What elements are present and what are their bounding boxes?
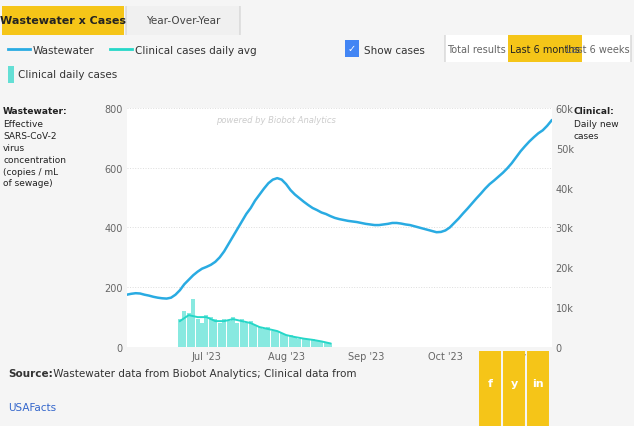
Bar [328,343,332,347]
Bar [297,339,301,347]
FancyBboxPatch shape [126,0,240,92]
Text: y: y [510,378,517,388]
Bar [200,323,204,347]
Text: Total results: Total results [446,44,505,55]
Text: Effective
SARS-CoV-2
virus
concentration
(copies / mL
of sewage): Effective SARS-CoV-2 virus concentration… [3,120,66,188]
Bar [187,314,191,347]
Bar [280,333,283,347]
Bar [231,317,235,347]
Text: Wastewater:: Wastewater: [3,106,68,115]
FancyBboxPatch shape [527,289,549,426]
Bar [302,338,306,347]
FancyBboxPatch shape [479,289,501,426]
Bar [306,339,310,347]
Text: Clinical daily cases: Clinical daily cases [18,70,117,80]
Text: Wastewater x Cases: Wastewater x Cases [0,16,126,26]
Bar [288,335,292,347]
Bar [345,41,359,58]
Bar [226,321,231,347]
Bar [249,321,253,347]
Bar [178,320,182,347]
Text: ✓: ✓ [348,44,356,54]
Text: Show cases: Show cases [364,46,425,56]
Bar [204,315,209,347]
Bar [209,317,213,347]
Bar [257,327,262,347]
Bar [183,311,186,347]
Bar [196,320,200,347]
Text: f: f [488,378,493,388]
Bar [262,329,266,347]
Bar [266,327,270,347]
Bar [244,323,249,347]
Bar [240,320,244,347]
Text: Last 6 months: Last 6 months [510,44,580,55]
Text: Daily new
cases: Daily new cases [574,120,618,141]
FancyBboxPatch shape [508,14,582,85]
Bar [271,331,275,347]
Text: Source:: Source: [8,368,53,378]
Bar [324,343,328,347]
Bar [284,335,288,347]
FancyBboxPatch shape [2,0,124,92]
Bar [191,299,195,347]
Text: USAFacts: USAFacts [8,402,56,412]
FancyBboxPatch shape [445,13,631,86]
Bar [293,337,297,347]
Text: Wastewater: Wastewater [33,46,94,56]
Text: Last 6 weeks: Last 6 weeks [566,44,630,55]
Bar [8,66,14,83]
Bar [222,320,226,347]
Bar [253,325,257,347]
Text: powered by Biobot Analytics: powered by Biobot Analytics [216,116,336,125]
Bar [315,341,319,347]
Bar [275,331,279,347]
Text: Wastewater data from Biobot Analytics; Clinical data from: Wastewater data from Biobot Analytics; C… [50,368,356,378]
Bar [320,341,323,347]
Bar [217,323,222,347]
Bar [311,339,314,347]
Bar [235,323,240,347]
Text: Clinical:: Clinical: [574,106,614,115]
Text: Year-Over-Year: Year-Over-Year [146,16,220,26]
FancyBboxPatch shape [503,289,525,426]
Text: in: in [532,378,544,388]
Bar [213,320,217,347]
Text: Clinical cases daily avg: Clinical cases daily avg [135,46,257,56]
